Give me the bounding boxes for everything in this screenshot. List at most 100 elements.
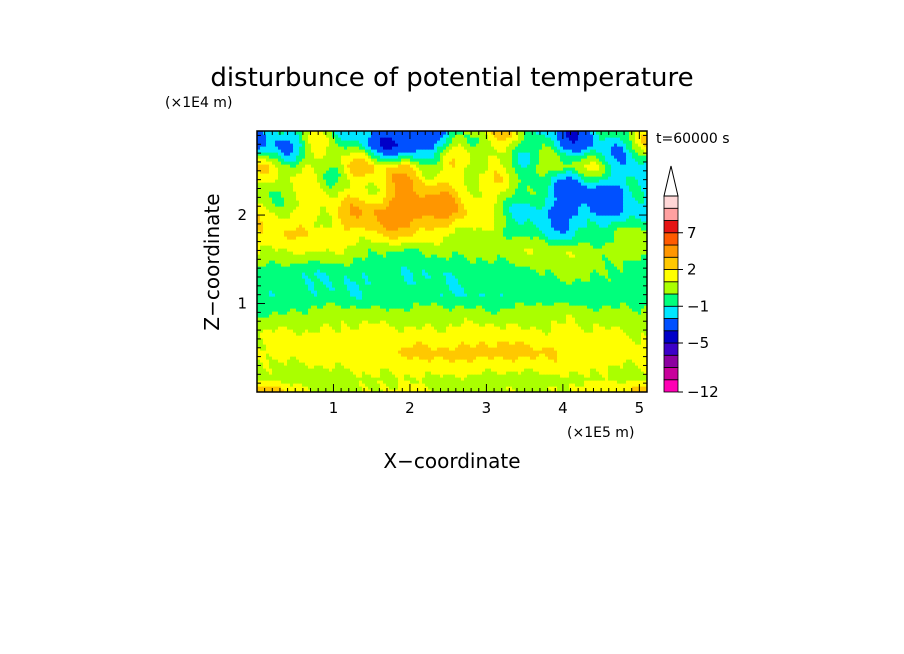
heatmap-cell (581, 347, 585, 351)
heatmap-cell (443, 311, 447, 315)
heatmap-cell (470, 281, 474, 285)
heatmap-cell (329, 305, 333, 309)
heatmap-cell (404, 389, 408, 392)
heatmap-cell (311, 290, 315, 294)
heatmap-cell (389, 296, 393, 300)
heatmap-cell (314, 353, 318, 357)
heatmap-cell (623, 380, 627, 384)
heatmap-cell (455, 281, 459, 285)
heatmap-cell (335, 383, 339, 387)
heatmap-cell (644, 317, 647, 321)
heatmap-cell (479, 335, 483, 339)
heatmap-cell (440, 278, 444, 282)
heatmap-cell (428, 389, 432, 392)
heatmap-cell (494, 284, 498, 288)
heatmap-cell (605, 383, 609, 387)
heatmap-cell (449, 284, 453, 288)
heatmap-cell (533, 383, 537, 387)
heatmap-cell (617, 311, 621, 315)
heatmap-cell (293, 296, 297, 300)
heatmap-cell (290, 338, 294, 342)
heatmap-cell (467, 371, 471, 375)
heatmap-cell (578, 296, 582, 300)
heatmap-cell (539, 377, 543, 381)
heatmap-cell (572, 380, 576, 384)
heatmap-cell (626, 299, 630, 303)
heatmap-cell (578, 365, 582, 369)
heatmap-cell (596, 287, 600, 291)
heatmap-cell (635, 383, 639, 387)
heatmap-cell (551, 386, 555, 390)
heatmap-cell (434, 305, 438, 309)
heatmap-cell (581, 374, 585, 378)
heatmap-cell (338, 290, 342, 294)
heatmap-cell (281, 362, 285, 366)
heatmap-cell (419, 371, 423, 375)
heatmap-cell (500, 371, 504, 375)
heatmap-cell (632, 365, 636, 369)
heatmap-cell (368, 317, 372, 321)
heatmap-cell (443, 350, 447, 354)
heatmap-cell (404, 344, 408, 348)
heatmap-cell (458, 302, 462, 306)
heatmap-cell (308, 326, 312, 330)
heatmap-cell (593, 302, 597, 306)
heatmap-cell (329, 287, 333, 291)
heatmap-cell (269, 287, 273, 291)
heatmap-cell (512, 287, 516, 291)
heatmap-cell (563, 338, 567, 342)
heatmap-cell (473, 353, 477, 357)
heatmap-cell (548, 278, 552, 282)
heatmap-cell (293, 362, 297, 366)
heatmap-cell (407, 383, 411, 387)
heatmap-cell (611, 314, 615, 318)
heatmap-cell (479, 380, 483, 384)
heatmap-cell (389, 374, 393, 378)
heatmap-cell (281, 287, 285, 291)
heatmap-cell (320, 368, 324, 372)
heatmap-cell (434, 317, 438, 321)
heatmap-cell (320, 383, 324, 387)
heatmap-cell (278, 278, 282, 282)
heatmap-cell (533, 323, 537, 327)
heatmap-cell (581, 344, 585, 348)
heatmap-cell (617, 350, 621, 354)
heatmap-cell (563, 365, 567, 369)
heatmap-cell (281, 380, 285, 384)
heatmap-cell (503, 299, 507, 303)
heatmap-cell (557, 371, 561, 375)
heatmap-cell (284, 335, 288, 339)
heatmap-cell (260, 278, 264, 282)
heatmap-cell (473, 308, 477, 312)
heatmap-cell (533, 287, 537, 291)
heatmap-cell (515, 356, 519, 360)
heatmap-cell (596, 335, 600, 339)
heatmap-cell (509, 278, 513, 282)
heatmap-cell (644, 281, 647, 285)
heatmap-cell (458, 377, 462, 381)
heatmap-cell (599, 380, 603, 384)
heatmap-cell (467, 320, 471, 324)
heatmap-cell (470, 347, 474, 351)
heatmap-cell (371, 389, 375, 392)
heatmap-cell (398, 380, 402, 384)
heatmap-cell (260, 356, 264, 360)
heatmap-cell (548, 317, 552, 321)
heatmap-cell (608, 344, 612, 348)
heatmap-cell (353, 353, 357, 357)
heatmap-cell (344, 350, 348, 354)
heatmap-cell (566, 281, 570, 285)
heatmap-cell (428, 278, 432, 282)
heatmap-cell (278, 302, 282, 306)
heatmap-cell (467, 374, 471, 378)
heatmap-cell (311, 335, 315, 339)
heatmap-cell (560, 302, 564, 306)
heatmap-cell (413, 284, 417, 288)
heatmap-cell (632, 281, 636, 285)
heatmap-cell (644, 296, 647, 300)
heatmap-cell (395, 383, 399, 387)
heatmap-cell (551, 326, 555, 330)
heatmap-cell (482, 290, 486, 294)
heatmap-cell (569, 287, 573, 291)
heatmap-cell (473, 389, 477, 392)
